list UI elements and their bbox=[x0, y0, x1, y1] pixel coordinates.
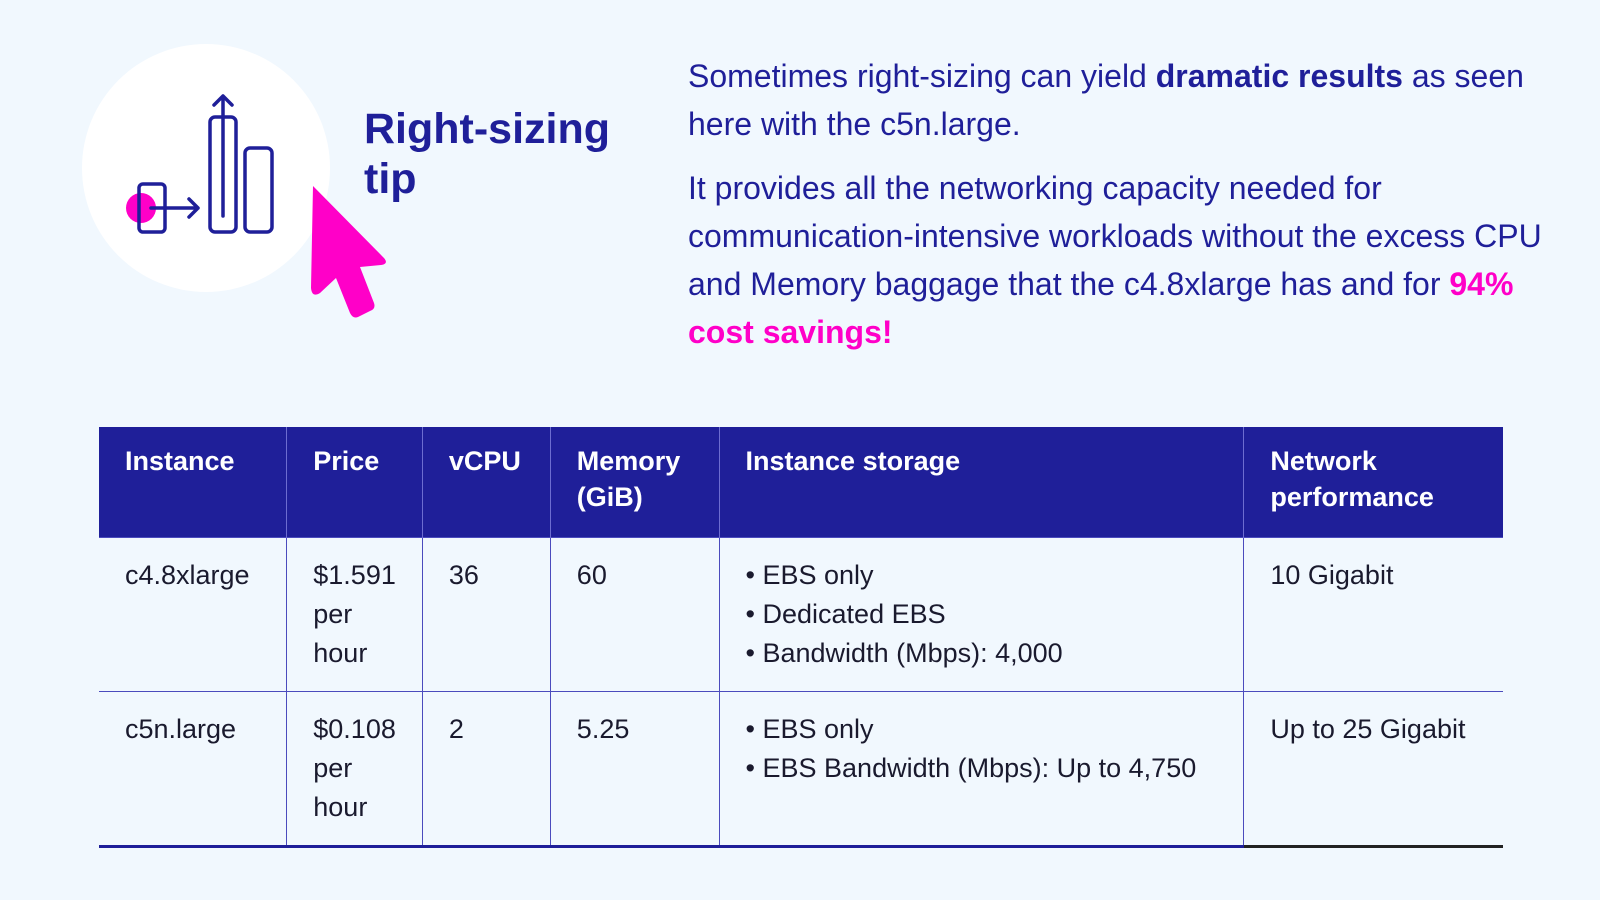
intro-text: Sometimes right-sizing can yield dramati… bbox=[688, 52, 1548, 372]
cell-price: $0.108 per hour bbox=[286, 690, 423, 848]
table-header-row: Instance Price vCPU Memory (GiB) Instanc… bbox=[99, 427, 1503, 537]
storage-item: EBS only bbox=[746, 710, 1218, 749]
bold-text: dramatic results bbox=[1155, 58, 1403, 94]
bar-chart-arrow-icon bbox=[126, 94, 274, 234]
cell-network: Up to 25 Gigabit bbox=[1243, 690, 1503, 848]
title-line-1: Right-sizing bbox=[364, 105, 611, 153]
cell-storage: EBS only Dedicated EBS Bandwidth (Mbps):… bbox=[718, 536, 1244, 691]
storage-item: Dedicated EBS bbox=[746, 595, 1218, 634]
cell-price: $1.591 per hour bbox=[286, 536, 423, 691]
header-memory: Memory (GiB) bbox=[549, 427, 720, 537]
cell-instance: c5n.large bbox=[99, 690, 287, 848]
storage-item: EBS Bandwidth (Mbps): Up to 4,750 bbox=[746, 749, 1218, 788]
storage-item: Bandwidth (Mbps): 4,000 bbox=[746, 634, 1218, 673]
cell-storage: EBS only EBS Bandwidth (Mbps): Up to 4,7… bbox=[718, 690, 1244, 848]
savings-highlight: 94% cost savings! bbox=[688, 266, 1514, 350]
intro-paragraph-1: Sometimes right-sizing can yield dramati… bbox=[688, 52, 1548, 148]
table-row: c5n.large $0.108 per hour 2 5.25 EBS onl… bbox=[99, 690, 1503, 848]
text: It provides all the networking capacity … bbox=[688, 170, 1542, 302]
instance-comparison-table: Instance Price vCPU Memory (GiB) Instanc… bbox=[99, 427, 1503, 848]
header-instance: Instance bbox=[99, 427, 287, 537]
intro-paragraph-2: It provides all the networking capacity … bbox=[688, 164, 1548, 356]
cell-vcpu: 36 bbox=[421, 536, 551, 691]
cell-instance: c4.8xlarge bbox=[99, 536, 287, 691]
header-network: Network performance bbox=[1243, 427, 1503, 537]
cell-network: 10 Gigabit bbox=[1243, 536, 1503, 691]
header-vcpu: vCPU bbox=[421, 427, 551, 537]
text: Sometimes right-sizing can yield bbox=[688, 58, 1156, 94]
icon-circle bbox=[82, 44, 330, 292]
text: as seen here with the c5n.large. bbox=[688, 58, 1524, 142]
cell-memory: 5.25 bbox=[549, 690, 720, 848]
title-line-2: tip bbox=[364, 155, 417, 203]
header-storage: Instance storage bbox=[718, 427, 1244, 537]
storage-item: EBS only bbox=[746, 556, 1218, 595]
page-title: Right-sizing tip bbox=[364, 104, 610, 204]
cell-vcpu: 2 bbox=[421, 690, 551, 848]
table-row: c4.8xlarge $1.591 per hour 36 60 EBS onl… bbox=[99, 536, 1503, 691]
cursor-pointer-icon bbox=[311, 186, 386, 318]
header-price: Price bbox=[286, 427, 423, 537]
cell-memory: 60 bbox=[549, 536, 720, 691]
